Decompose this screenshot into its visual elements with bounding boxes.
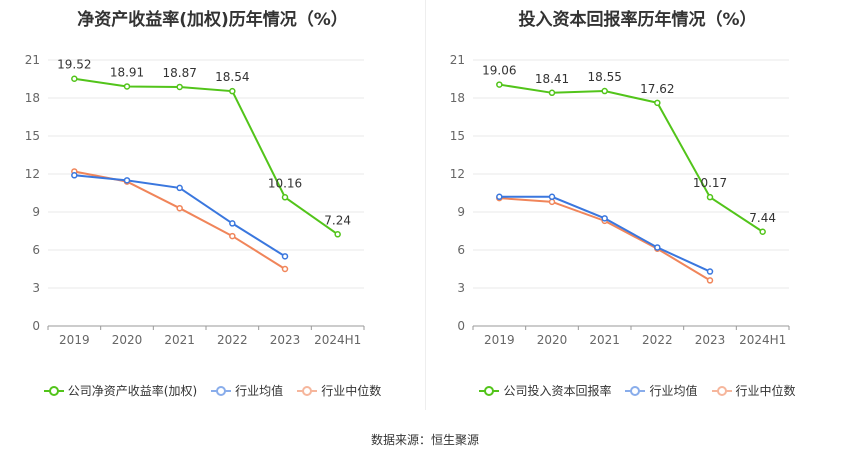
- legend-item[interactable]: 公司投入资本回报率: [479, 382, 611, 399]
- x-tick-label: 2019: [59, 333, 90, 347]
- chart-title-roe: 净资产收益率(加权)历年情况（%）: [77, 10, 348, 30]
- legend-roe: 公司净资产收益率(加权) 行业均值 行业中位数: [0, 382, 425, 399]
- y-tick-label: 21: [450, 53, 465, 67]
- y-tick-label: 15: [25, 129, 40, 143]
- legend-label: 行业中位数: [735, 384, 796, 398]
- data-point: [548, 193, 556, 201]
- data-label: 19.06: [482, 64, 516, 78]
- chart-title-roic: 投入资本回报率历年情况（%）: [518, 10, 757, 30]
- series-line: [499, 197, 711, 282]
- data-point: [601, 87, 608, 95]
- line-chart-roic: 0 3 6 9 12 15 18 21 2019 2020 2021 2022 2023 2024H1 19…: [450, 53, 790, 347]
- data-point: [281, 265, 289, 273]
- data-point: [281, 194, 289, 201]
- data-source-footer: 数据来源：恒生聚源: [370, 433, 479, 447]
- data-point: [759, 228, 766, 236]
- x-tick-label: 2023: [695, 333, 726, 347]
- data-point: [496, 81, 503, 88]
- y-tick-label: 3: [457, 281, 465, 295]
- y-tick-label: 15: [450, 129, 465, 143]
- data-point: [123, 83, 131, 90]
- legend-label: 公司净资产收益率(加权): [67, 384, 198, 398]
- data-label: 17.62: [640, 82, 674, 96]
- legend-marker-icon: [711, 385, 732, 397]
- line-chart-roe: 0 3 6 9 12 15 18 21 2019 2020 2021 2022 2023 2024H1 19…: [25, 53, 365, 347]
- y-tick-label: 18: [450, 91, 465, 105]
- y-tick-label: 12: [25, 167, 40, 181]
- y-tick-label: 0: [32, 319, 40, 333]
- y-tick-label: 6: [32, 243, 40, 257]
- legend-item[interactable]: 公司净资产收益率(加权): [43, 382, 198, 399]
- data-point: [601, 215, 608, 222]
- x-tick-label: 2024H1: [314, 333, 361, 347]
- y-tick-label: 9: [457, 205, 465, 219]
- legend-item[interactable]: 行业均值: [211, 382, 283, 399]
- legend-label: 行业中位数: [321, 384, 382, 398]
- data-point: [654, 99, 661, 107]
- data-label: 10.17: [693, 176, 727, 190]
- legend-marker-icon: [43, 385, 64, 397]
- data-label: 7.24: [324, 213, 351, 227]
- data-label: 7.44: [749, 211, 776, 225]
- chart-panel-roic: 投入资本回报率历年情况（%） 0 3 6 9 12 15 18 21 2019 2020 2021 2…: [425, 0, 850, 420]
- x-tick-label: 2022: [217, 333, 248, 347]
- legend-label: 行业均值: [649, 384, 698, 398]
- data-point: [229, 232, 236, 240]
- data-point: [176, 184, 183, 192]
- data-point: [496, 193, 503, 201]
- series-line: [74, 77, 339, 236]
- data-point: [176, 83, 183, 91]
- legend-marker-icon: [479, 385, 500, 397]
- x-tick-label: 2020: [112, 333, 143, 347]
- legend-label: 公司投入资本回报率: [503, 384, 612, 398]
- y-tick-label: 3: [32, 281, 40, 295]
- y-tick-label: 0: [457, 319, 465, 333]
- legend-marker-icon: [297, 385, 318, 397]
- y-tick-label: 6: [457, 243, 465, 257]
- data-point: [281, 253, 289, 260]
- legend-item[interactable]: 行业均值: [625, 382, 698, 399]
- data-label: 10.16: [268, 176, 302, 190]
- x-tick-label: 2022: [642, 333, 673, 347]
- data-label: 18.91: [110, 65, 144, 79]
- panel-divider: [425, 0, 426, 410]
- data-point: [706, 268, 714, 275]
- x-tick-label: 2021: [164, 333, 195, 347]
- data-point: [706, 277, 714, 284]
- data-label: 18.55: [587, 70, 621, 84]
- data-label: 18.87: [162, 66, 196, 80]
- x-tick-label: 2019: [484, 333, 515, 347]
- data-point: [229, 87, 236, 95]
- legend-marker-icon: [625, 385, 646, 397]
- y-tick-label: 21: [25, 53, 40, 67]
- legend-item[interactable]: 行业中位数: [297, 382, 381, 399]
- data-label: 18.54: [215, 70, 249, 84]
- x-tick-label: 2020: [537, 333, 568, 347]
- legend-roic: 公司投入资本回报率 行业均值 行业中位数: [425, 382, 850, 399]
- data-point: [654, 244, 661, 251]
- data-point: [706, 193, 714, 201]
- data-point: [229, 220, 236, 227]
- data-label: 18.41: [535, 72, 569, 86]
- data-point: [71, 75, 78, 82]
- data-point: [71, 172, 78, 179]
- legend-marker-icon: [211, 385, 232, 397]
- y-tick-label: 12: [450, 167, 465, 181]
- legend-label: 行业均值: [235, 384, 284, 398]
- x-tick-label: 2023: [270, 333, 301, 347]
- legend-item[interactable]: 行业中位数: [711, 382, 796, 399]
- data-point: [548, 89, 556, 97]
- y-tick-label: 9: [32, 205, 40, 219]
- series-line: [499, 83, 764, 233]
- x-tick-label: 2021: [589, 333, 620, 347]
- data-point: [334, 231, 341, 238]
- data-point: [123, 177, 131, 184]
- data-label: 19.52: [57, 58, 91, 72]
- data-point: [548, 198, 556, 206]
- chart-panel-roe: 净资产收益率(加权)历年情况（%） 0 3 6 9 12 15 18 21 2019 2020 20…: [0, 0, 425, 420]
- y-tick-label: 18: [25, 91, 40, 105]
- data-point: [176, 204, 183, 212]
- x-tick-label: 2024H1: [739, 333, 786, 347]
